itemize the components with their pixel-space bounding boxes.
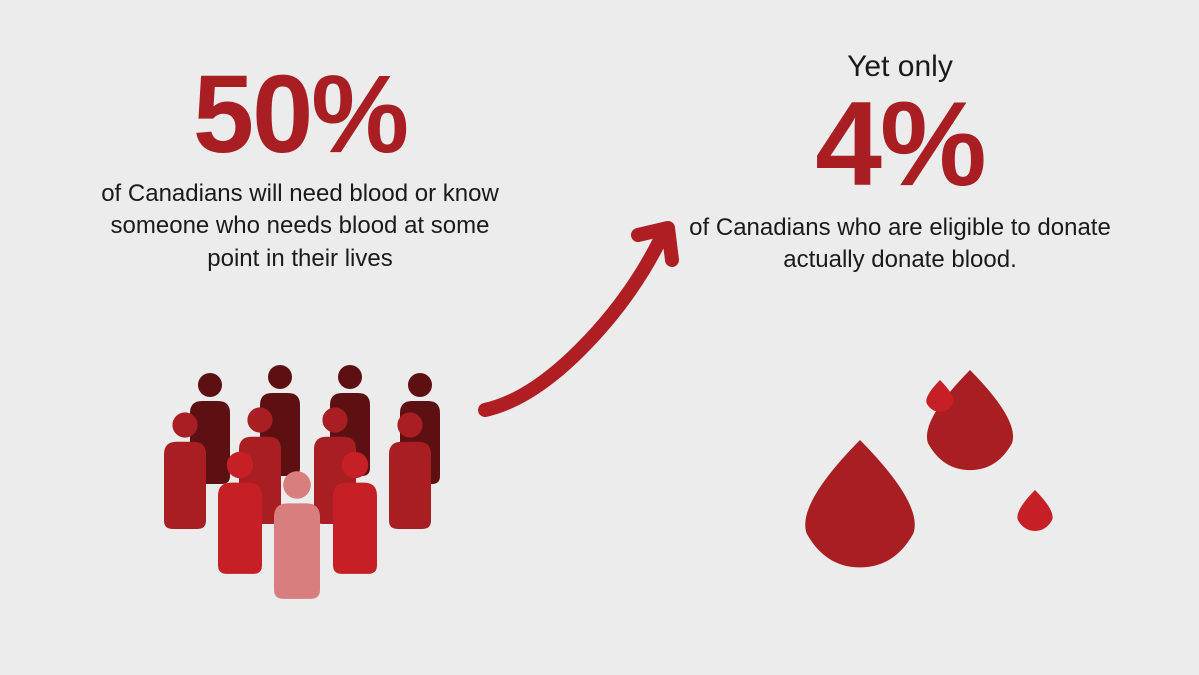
- right-stat: 4%: [680, 84, 1120, 204]
- left-desc: of Canadians will need blood or know som…: [90, 178, 510, 275]
- right-desc: of Canadians who are eligible to donate …: [680, 212, 1120, 277]
- left-stat: 50%: [90, 60, 510, 170]
- left-panel: 50% of Canadians will need blood or know…: [90, 60, 510, 275]
- right-panel: Yet only 4% of Canadians who are eligibl…: [680, 50, 1120, 277]
- people-group-icon: [140, 350, 460, 630]
- blood-drops-icon: [790, 350, 1070, 630]
- arrow-icon: [470, 200, 700, 430]
